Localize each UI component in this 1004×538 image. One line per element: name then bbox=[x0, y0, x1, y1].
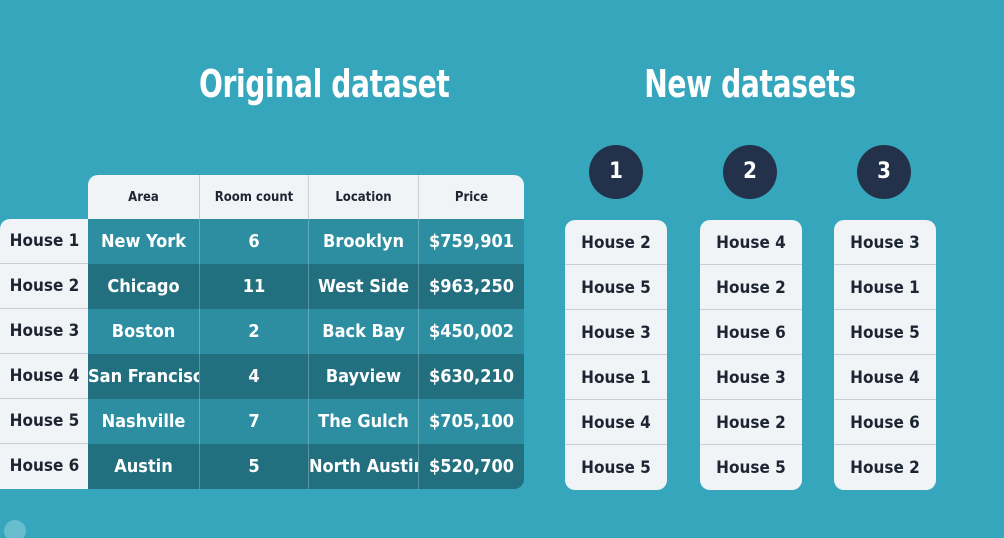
row-label: House 6 bbox=[9, 456, 80, 476]
list-item: House 2 bbox=[565, 220, 667, 265]
list-item: House 1 bbox=[565, 355, 667, 400]
cell-room-count: 2 bbox=[200, 309, 309, 354]
cell-price: $705,100 bbox=[428, 411, 515, 432]
list-item: House 5 bbox=[565, 265, 667, 310]
cell-area: Austin bbox=[88, 444, 200, 489]
list-item: House 2 bbox=[850, 458, 920, 478]
cell-area: New York bbox=[88, 219, 200, 264]
table-row: Nashville 7 The Gulch $705,100 bbox=[88, 399, 524, 444]
original-dataset-table: New York 6 Brooklyn $759,901 Chicago 11 … bbox=[88, 219, 524, 489]
cell-area: San Francisco bbox=[88, 354, 200, 399]
row-label: House 4 bbox=[0, 354, 89, 399]
row-label: House 3 bbox=[0, 309, 89, 354]
cell-price: $520,700 bbox=[428, 456, 515, 477]
column-header-room-count: Room count bbox=[200, 175, 309, 219]
cell-room-count: 7 bbox=[200, 399, 309, 444]
cell-location: The Gulch bbox=[309, 399, 419, 444]
list-item: House 6 bbox=[834, 400, 936, 445]
dataset-number-badge-3: 3 bbox=[857, 145, 911, 199]
cell-room-count: 4 bbox=[200, 354, 309, 399]
cell-area: Nashville bbox=[88, 399, 200, 444]
new-dataset-1: House 2 House 5 House 3 House 1 House 4 … bbox=[565, 220, 667, 490]
cell-price: $630,210 bbox=[428, 366, 515, 387]
list-item: House 4 bbox=[565, 400, 667, 445]
cell-room-count: 6 bbox=[200, 219, 309, 264]
cell-room-count: 11 bbox=[200, 264, 309, 309]
list-item: House 5 bbox=[834, 310, 936, 355]
cell-location: Brooklyn bbox=[309, 219, 419, 264]
list-item: House 5 bbox=[716, 458, 786, 478]
original-dataset-title: Original dataset bbox=[199, 62, 450, 106]
row-labels: House 1 House 2 House 3 House 4 House 5 … bbox=[0, 219, 89, 489]
list-item: House 5 bbox=[581, 458, 651, 478]
new-dataset-3: House 3 House 1 House 5 House 4 House 6 … bbox=[834, 220, 936, 490]
table-header: Area Room count Location Price bbox=[88, 175, 524, 219]
list-item: House 6 bbox=[700, 310, 802, 355]
row-label: House 2 bbox=[0, 264, 89, 309]
cell-location: Bayview bbox=[309, 354, 419, 399]
list-item: House 4 bbox=[700, 220, 802, 265]
list-item: House 1 bbox=[834, 265, 936, 310]
column-header-price: Price bbox=[454, 190, 489, 205]
dataset-number-badge-1: 1 bbox=[589, 145, 643, 199]
cell-price: $963,250 bbox=[428, 276, 515, 297]
cell-room-count: 5 bbox=[200, 444, 309, 489]
cell-location: Back Bay bbox=[309, 309, 419, 354]
list-item: House 3 bbox=[565, 310, 667, 355]
table-row: Chicago 11 West Side $963,250 bbox=[88, 264, 524, 309]
row-label: House 5 bbox=[0, 399, 89, 444]
cell-area: Chicago bbox=[88, 264, 200, 309]
column-header-location: Location bbox=[309, 175, 419, 219]
cell-price: $759,901 bbox=[428, 231, 515, 252]
cell-location: West Side bbox=[309, 264, 419, 309]
list-item: House 3 bbox=[834, 220, 936, 265]
list-item: House 4 bbox=[834, 355, 936, 400]
new-datasets-title: New datasets bbox=[644, 62, 856, 106]
table-row: Austin 5 North Austin $520,700 bbox=[88, 444, 524, 489]
cell-location: North Austin bbox=[309, 444, 419, 489]
table-row: San Francisco 4 Bayview $630,210 bbox=[88, 354, 524, 399]
dataset-number-badge-2: 2 bbox=[723, 145, 777, 199]
list-item: House 3 bbox=[700, 355, 802, 400]
list-item: House 2 bbox=[700, 400, 802, 445]
cell-price: $450,002 bbox=[428, 321, 515, 342]
corner-decoration bbox=[4, 520, 26, 538]
cell-area: Boston bbox=[88, 309, 200, 354]
column-header-area: Area bbox=[88, 175, 200, 219]
new-dataset-2: House 4 House 2 House 6 House 3 House 2 … bbox=[700, 220, 802, 490]
table-row: Boston 2 Back Bay $450,002 bbox=[88, 309, 524, 354]
row-label: House 1 bbox=[0, 219, 89, 264]
table-row: New York 6 Brooklyn $759,901 bbox=[88, 219, 524, 264]
list-item: House 2 bbox=[700, 265, 802, 310]
